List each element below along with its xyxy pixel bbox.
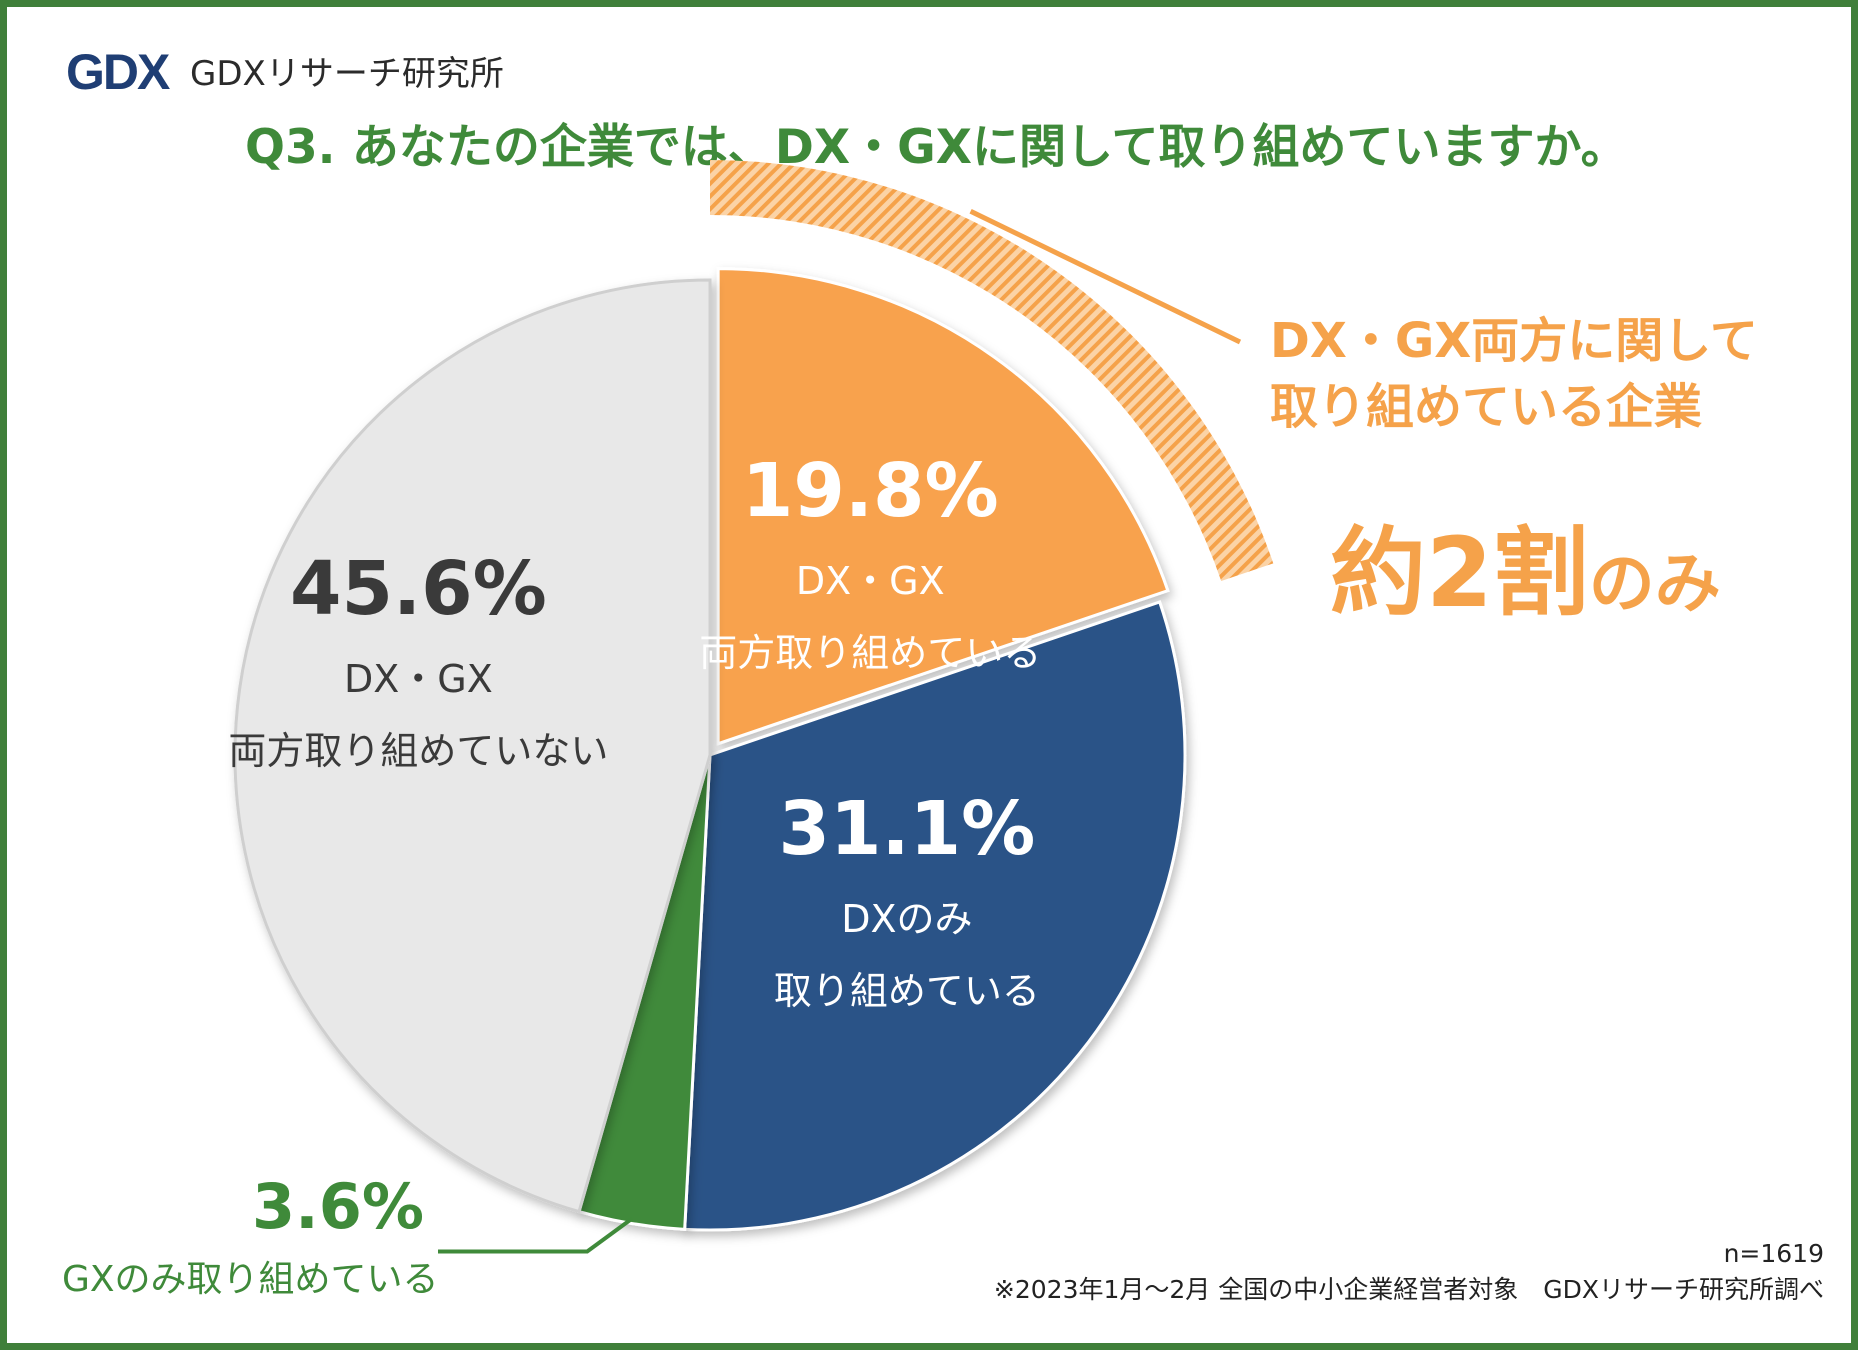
footer-note: n=1619 ※2023年1月～2月 全国の中小企業経営者対象 GDXリサーチ研… <box>994 1236 1824 1308</box>
gdx-logo-icon: GDX <box>66 44 172 98</box>
pie-slice-4 <box>233 278 712 1214</box>
slice-4-label-line-1: DX・GX <box>344 657 493 701</box>
pie-slice-2 <box>683 600 1187 1232</box>
callout-title: DX・GX両方に関して 取り組めている企業 <box>1270 308 1758 440</box>
callout-highlight: 約2割のみ <box>1330 495 1721 634</box>
brand-logo: GDX GDXリサーチ研究所 <box>64 40 504 100</box>
sample-size: n=1619 <box>1723 1239 1824 1268</box>
pie-slice-1 <box>716 267 1170 746</box>
slice-1-percent: 19.8% <box>742 448 999 534</box>
slice-1-label-line-2: 両方取り組めている <box>699 631 1041 675</box>
callout-line-1: DX・GX両方に関して <box>1270 313 1758 369</box>
callout-leader-line <box>969 208 1242 345</box>
survey-note: ※2023年1月～2月 全国の中小企業経営者対象 GDXリサーチ研究所調べ <box>993 1275 1824 1304</box>
gx-only-percent: 3.6% <box>252 1170 424 1243</box>
slice-2-percent: 31.1% <box>779 786 1036 872</box>
brand-name: GDXリサーチ研究所 <box>190 53 504 94</box>
slice-1-label-line-1: DX・GX <box>796 559 945 603</box>
gx-only-label: GXのみ取り組めている <box>62 1259 439 1300</box>
callout-highlight-small: のみ <box>1588 545 1721 622</box>
gx-leader-line <box>438 1216 634 1254</box>
highlight-hatched-arc <box>710 160 1274 582</box>
question-title: Q3. あなたの企業では、DX・GXに関して取り組めていますか。 <box>245 120 1628 175</box>
logo-mark-text: GDX <box>66 44 170 98</box>
slice-2-label-line-1: DXのみ <box>841 897 972 941</box>
slice-4-percent: 45.6% <box>290 546 547 632</box>
callout-highlight-big: 約2割 <box>1330 517 1589 629</box>
slice-2-label-line-2: 取り組めている <box>774 969 1040 1013</box>
slice-4-label-line-2: 両方取り組めていない <box>228 729 608 773</box>
callout-line-2: 取り組めている企業 <box>1270 379 1703 435</box>
